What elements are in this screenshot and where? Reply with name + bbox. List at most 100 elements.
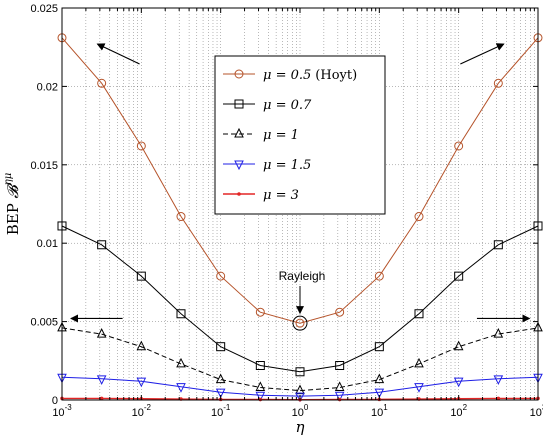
y-tick-label: 0.02 xyxy=(37,81,58,93)
y-tick-label: 0.025 xyxy=(30,3,58,15)
legend-label-math: μ = 0.7 xyxy=(263,98,312,113)
y-axis-label: BEP 𝓑ημ xyxy=(3,173,22,236)
annotation-rayleigh: Rayleigh xyxy=(279,269,326,283)
x-tick-labels: 10-310-210-1100101102103 xyxy=(52,403,543,419)
annotations: Rayleigh xyxy=(279,269,326,331)
data-point-triangle-down xyxy=(334,391,345,402)
data-point-circle xyxy=(374,271,384,281)
legend-label-math: μ = 0.5 xyxy=(263,68,311,83)
series-line-2 xyxy=(61,327,539,392)
x-tick-label-base: 10 xyxy=(52,407,64,419)
x-tick-label-exponent: 2 xyxy=(463,403,468,412)
x-tick-label-base: 10 xyxy=(292,407,304,419)
data-point-triangle-down xyxy=(136,377,147,388)
data-point-circle xyxy=(136,141,146,151)
data-point-dot xyxy=(496,396,501,401)
legend-label-0: μ = 0.5 (Hoyt) xyxy=(263,68,357,83)
data-point-triangle-up xyxy=(234,127,244,138)
data-point-triangle-up xyxy=(374,373,385,384)
data-point-circle xyxy=(234,69,244,79)
data-point-triangle-down xyxy=(414,383,424,393)
x-tick-label-exponent: -1 xyxy=(223,403,231,412)
data-point-square xyxy=(295,367,305,377)
data-point-triangle-up xyxy=(215,373,226,384)
arrow-top-right xyxy=(460,43,505,65)
data-point-square xyxy=(255,361,265,371)
legend-box xyxy=(214,55,386,215)
arrow-top-left xyxy=(96,43,140,65)
data-point-square xyxy=(493,240,503,250)
series-line-0 xyxy=(61,37,539,324)
y-tick-label: 0.005 xyxy=(30,317,58,329)
x-tick-label-base: 10 xyxy=(530,407,542,419)
data-point-square xyxy=(136,271,146,281)
data-point-square xyxy=(454,271,464,281)
data-point-triangle-down xyxy=(215,388,226,399)
data-point-circle xyxy=(97,78,107,88)
annotation-rayleigh-ring xyxy=(292,315,308,331)
data-point-triangle-down xyxy=(295,392,305,403)
x-tick-label: 10-2 xyxy=(132,403,152,419)
data-point-triangle-up xyxy=(414,357,424,368)
x-tick-label-base: 10 xyxy=(371,407,383,419)
y-tick-labels: 0 0.005 0.01 0.015 0.02 0.025 xyxy=(30,3,58,407)
data-point-triangle-down xyxy=(374,388,385,399)
data-point-circle xyxy=(414,212,424,222)
data-point-dot xyxy=(237,192,241,196)
data-point-triangle-up xyxy=(453,340,464,351)
ticks-layer xyxy=(61,7,539,401)
y-tick-label: 0.01 xyxy=(37,238,58,250)
data-point-square xyxy=(176,309,186,319)
data-point-circle xyxy=(176,212,186,222)
x-tick-label: 100 xyxy=(292,403,309,419)
legend-label-suffix: (Hoyt) xyxy=(315,68,357,83)
x-tick-label-base: 10 xyxy=(211,407,223,419)
data-point-square xyxy=(374,342,384,352)
data-point-dot xyxy=(99,396,104,401)
data-point-circle xyxy=(493,78,503,88)
data-point-circle xyxy=(255,307,265,317)
data-point-triangle-down xyxy=(234,160,244,171)
y-axis-label-superscript: ημ xyxy=(3,173,14,186)
x-tick-label: 10-1 xyxy=(211,403,231,419)
data-point-triangle-up xyxy=(295,384,305,395)
data-point-square xyxy=(414,309,424,319)
data-point-triangle-down xyxy=(255,391,266,402)
data-point-triangle-up xyxy=(493,328,504,338)
data-point-square xyxy=(335,361,345,371)
data-point-triangle-up xyxy=(176,357,186,368)
arrows-layer xyxy=(70,43,531,323)
y-axis-label-prefix: BEP xyxy=(4,198,22,235)
data-point-triangle-up xyxy=(136,340,147,351)
y-tick-label: 0 xyxy=(52,395,58,407)
x-tick-label-exponent: 3 xyxy=(542,403,543,412)
x-tick-label: 10-3 xyxy=(52,403,72,419)
data-point-triangle-up xyxy=(96,328,107,338)
legend-label-math: μ = 3 xyxy=(263,188,299,203)
data-point-circle xyxy=(454,141,464,151)
data-point-square xyxy=(97,240,107,250)
legend-label-1: μ = 0.7 xyxy=(263,98,312,113)
legend-label-2: μ = 1 xyxy=(263,128,299,143)
legend: μ = 0.5 (Hoyt)μ = 0.7 μ = 1 μ = 1.5 μ = 3 xyxy=(214,55,386,215)
y-axis-label-symbol: 𝓑 xyxy=(4,182,22,198)
x-tick-label-exponent: 0 xyxy=(304,403,309,412)
data-point-triangle-up xyxy=(255,381,266,391)
data-point-circle xyxy=(335,307,345,317)
x-tick-label-exponent: 1 xyxy=(383,403,388,412)
data-point-square xyxy=(216,342,226,352)
data-point-circle xyxy=(216,271,226,281)
series-line-1 xyxy=(61,225,539,373)
x-tick-label-exponent: -3 xyxy=(65,403,73,412)
legend-label-3: μ = 1.5 xyxy=(263,158,311,173)
x-axis-label: η xyxy=(296,418,305,436)
x-tick-label: 103 xyxy=(530,403,543,419)
x-tick-label: 101 xyxy=(371,403,388,419)
data-point-triangle-down xyxy=(453,377,464,388)
legend-label-math: μ = 1.5 xyxy=(263,158,311,173)
data-point-triangle-down xyxy=(493,375,504,385)
x-tick-label-exponent: -2 xyxy=(144,403,152,412)
data-point-triangle-down xyxy=(96,375,107,385)
markers-layer xyxy=(57,33,543,403)
